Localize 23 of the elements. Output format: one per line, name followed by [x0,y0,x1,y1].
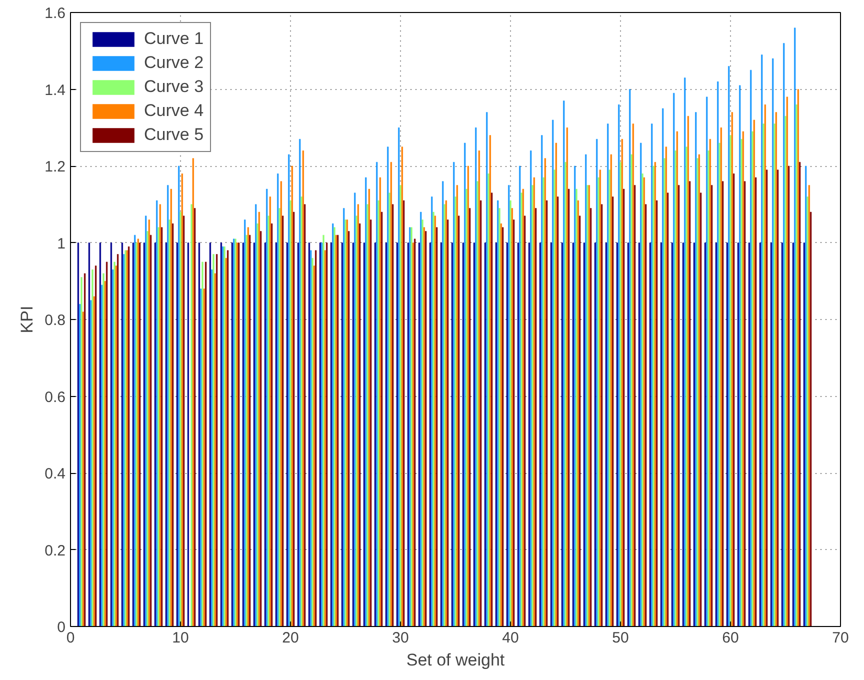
y-tick-label: 1.2 [44,158,66,176]
y-tick-label: 0.2 [44,542,66,560]
x-tick-label: 20 [282,630,299,646]
x-tick-label: 10 [172,630,189,646]
x-axis-title: Set of weight [406,650,505,670]
x-tick-label: 70 [832,630,849,646]
legend-label: Curve 4 [144,101,204,121]
y-axis-title: KPI [18,306,37,334]
x-tick-label: 50 [612,630,629,646]
y-tick-label: 0.4 [44,466,66,482]
y-tick-label: 0.8 [44,312,66,329]
x-tick-label: 40 [502,630,519,646]
legend-label: Curve 1 [144,29,204,49]
y-tick-label: 1 [57,235,66,252]
legend-label: Curve 5 [144,125,204,145]
y-tick-label: 0 [57,619,66,636]
legend-label: Curve 3 [144,77,204,97]
y-tick-label: 0.6 [44,388,66,406]
y-tick-label: 1.6 [44,5,66,22]
y-tick-label: 1.4 [44,82,66,99]
x-tick-label: 30 [392,630,409,646]
x-tick-label: 60 [722,630,739,646]
legend-label: Curve 2 [144,53,204,73]
